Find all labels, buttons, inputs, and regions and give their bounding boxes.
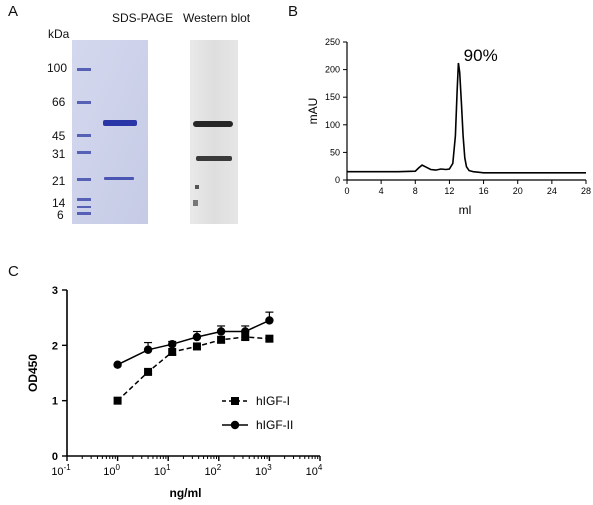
kda-label: kDa <box>48 27 70 41</box>
y-axis-label: mAU <box>306 98 320 125</box>
data-point-circle <box>168 340 177 349</box>
wb-band-upper <box>193 121 233 127</box>
y-tick-label: 0 <box>52 451 58 463</box>
legend-label: hIGF-II <box>256 418 293 432</box>
y-axis-label: OD450 <box>26 354 40 392</box>
x-tick-label: 0 <box>344 186 349 196</box>
marker-label: 31 <box>52 147 66 161</box>
x-tick-label: 8 <box>413 186 418 196</box>
x-tick-label: 16 <box>479 186 489 196</box>
sds-band-21kda <box>104 177 134 180</box>
y-tick-label: 100 <box>325 120 340 130</box>
x-tick-label: 12 <box>444 186 454 196</box>
data-point-circle <box>216 327 226 336</box>
data-point-circle <box>192 332 202 342</box>
data-point-circle <box>113 360 122 369</box>
y-tick-label: 250 <box>325 37 340 47</box>
marker-label: 66 <box>52 95 66 109</box>
sds-page-gel <box>72 40 148 224</box>
panel-b-label: B <box>288 3 299 20</box>
y-tick-label: 50 <box>330 147 340 157</box>
wb-smudge <box>195 185 199 189</box>
wb-smudge <box>193 200 198 206</box>
x-tick-label: 101 <box>154 463 171 478</box>
data-point-circle <box>265 316 274 325</box>
data-point-square <box>217 335 226 344</box>
data-point-square <box>241 333 250 342</box>
data-point-square <box>144 367 153 376</box>
x-tick-label: 102 <box>204 463 221 478</box>
x-axis-label: ml <box>459 203 472 217</box>
x-tick-label: 28 <box>581 186 591 196</box>
data-point-square <box>192 342 201 351</box>
data-point-square <box>168 347 177 356</box>
x-tick-label: 103 <box>255 463 272 478</box>
data-point-square <box>113 396 122 405</box>
chromatogram-line <box>347 62 586 174</box>
legend-label: hIGF-I <box>256 394 290 408</box>
y-tick-label: 0 <box>335 175 340 185</box>
x-tick-label: 104 <box>306 463 323 478</box>
sds-page-title: SDS-PAGE <box>112 11 174 25</box>
panel-c-label: C <box>8 263 19 280</box>
y-tick-label: 200 <box>325 65 340 75</box>
legend-marker-circle <box>230 420 240 430</box>
marker-label: 100 <box>47 61 68 75</box>
y-tick-label: 3 <box>52 285 58 297</box>
y-tick-label: 150 <box>325 92 340 102</box>
x-tick-label: 24 <box>547 186 557 196</box>
elisa-chart: 0 1 2 3 10-1 100 101 102 103 104 ng/ml OD450 hIGF-I h… <box>26 285 323 500</box>
gel-images <box>72 40 238 224</box>
x-tick-label: 20 <box>513 186 523 196</box>
sds-band-55kda <box>103 120 137 126</box>
y-tick-label: 1 <box>52 396 58 408</box>
western-blot-membrane <box>190 40 238 224</box>
data-point-circle <box>143 345 153 354</box>
panel-a-label: A <box>8 3 19 20</box>
data-point-square <box>265 334 274 343</box>
data-point-circle <box>241 327 250 336</box>
peak-annotation: 90% <box>464 46 498 65</box>
ladder-bands <box>77 68 91 215</box>
legend-marker-square <box>231 397 239 405</box>
marker-label: 21 <box>52 174 66 188</box>
wb-band-lower <box>196 156 232 161</box>
x-tick-label: 10-1 <box>51 463 71 478</box>
y-tick-label: 2 <box>52 340 58 352</box>
marker-label: 14 <box>52 196 66 210</box>
marker-label: 6 <box>57 208 64 222</box>
chromatogram-chart: 0 50 100 150 200 250 0 4 8 12 16 20 24 28 ml mAU 90% <box>306 37 591 217</box>
marker-label: 45 <box>52 129 66 143</box>
x-tick-label: 100 <box>103 463 120 478</box>
x-axis-label: ng/ml <box>170 486 202 500</box>
x-tick-label: 4 <box>379 186 384 196</box>
western-blot-title: Western blot <box>183 11 251 25</box>
